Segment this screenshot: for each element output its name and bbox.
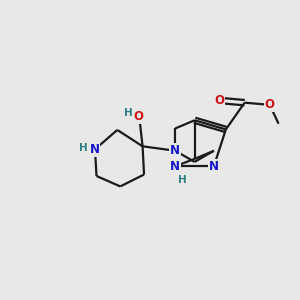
Text: O: O	[133, 110, 143, 123]
Text: H: H	[124, 108, 133, 118]
Text: N: N	[209, 160, 219, 173]
Text: N: N	[170, 144, 180, 157]
Text: O: O	[214, 94, 224, 107]
Text: O: O	[265, 98, 275, 111]
Text: H: H	[79, 143, 88, 153]
Text: N: N	[89, 143, 99, 156]
Text: H: H	[178, 175, 187, 184]
Text: N: N	[170, 160, 180, 173]
